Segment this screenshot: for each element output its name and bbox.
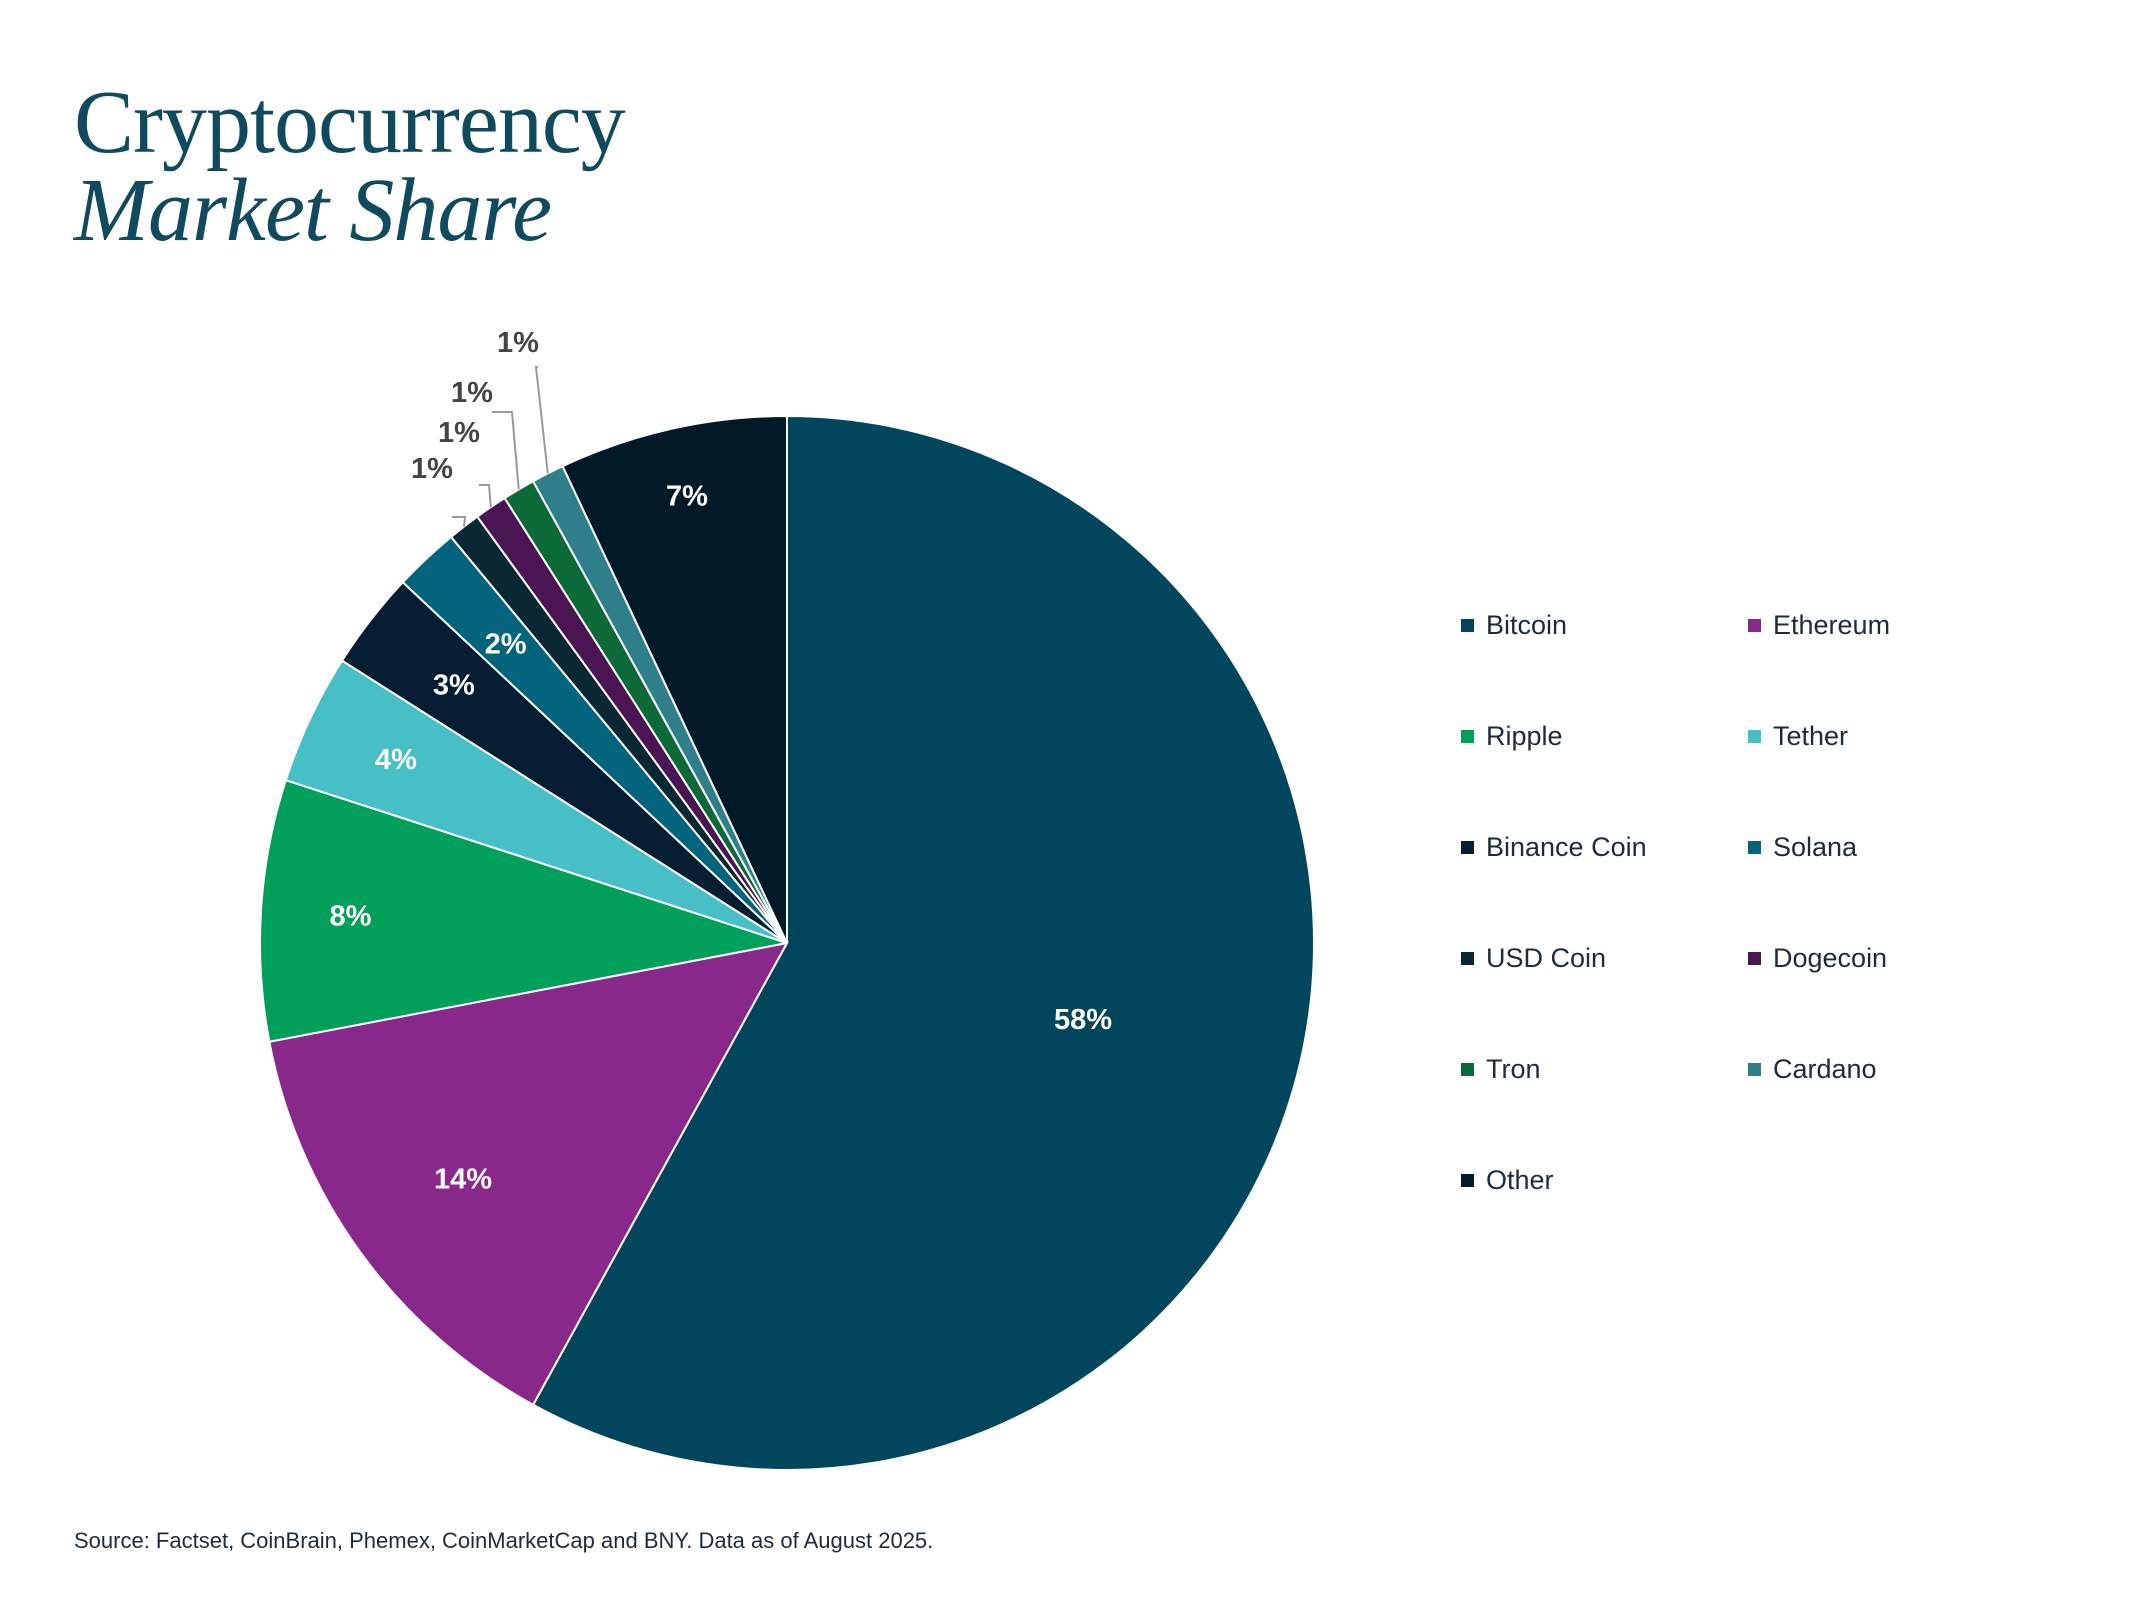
data-label: 14% bbox=[434, 1163, 492, 1195]
legend-item: USD Coin bbox=[1461, 943, 1606, 974]
chart-title: Cryptocurrency Market Share bbox=[74, 73, 626, 260]
legend-item: Solana bbox=[1748, 832, 1857, 863]
data-label: 4% bbox=[375, 744, 417, 776]
leader-line bbox=[479, 484, 492, 508]
legend-swatch bbox=[1461, 1174, 1474, 1187]
legend-label: Other bbox=[1486, 1165, 1554, 1195]
legend-swatch bbox=[1748, 952, 1761, 965]
legend-item: Cardano bbox=[1748, 1054, 1877, 1085]
legend-swatch bbox=[1461, 841, 1474, 854]
data-label: 7% bbox=[666, 481, 708, 513]
legend-label: Solana bbox=[1773, 832, 1858, 862]
legend-swatch bbox=[1748, 730, 1761, 743]
data-label: 2% bbox=[485, 628, 527, 660]
data-label: 8% bbox=[329, 901, 371, 933]
legend-item: Other bbox=[1461, 1165, 1554, 1196]
legend-item: Dogecoin bbox=[1748, 943, 1887, 974]
legend-swatch bbox=[1461, 730, 1474, 743]
legend-item: Bitcoin bbox=[1461, 610, 1567, 641]
legend-label: Dogecoin bbox=[1773, 943, 1888, 973]
pie-slice-bitcoin bbox=[531, 414, 1315, 1471]
pie-slice-ripple bbox=[259, 778, 788, 1043]
legend-label: USD Coin bbox=[1486, 943, 1607, 973]
pie-slice-other bbox=[561, 414, 788, 944]
legend-label: Ripple bbox=[1486, 721, 1563, 751]
legend-label: Ethereum bbox=[1773, 610, 1891, 640]
legend-swatch bbox=[1748, 1063, 1761, 1076]
legend-swatch bbox=[1461, 1063, 1474, 1076]
data-label: 1% bbox=[497, 327, 539, 359]
legend-item: Binance Coin bbox=[1461, 832, 1647, 863]
leader-line bbox=[492, 411, 520, 490]
legend-item: Ripple bbox=[1461, 721, 1563, 752]
legend-item: Tron bbox=[1461, 1054, 1541, 1085]
legend-label: Cardano bbox=[1773, 1054, 1877, 1084]
legend-swatch bbox=[1461, 619, 1474, 632]
legend-swatch bbox=[1461, 952, 1474, 965]
legend-item: Tether bbox=[1748, 721, 1848, 752]
legend-label: Bitcoin bbox=[1486, 610, 1568, 640]
leader-line bbox=[452, 516, 467, 527]
pie-slice-ethereum bbox=[268, 941, 789, 1407]
legend-label: Binance Coin bbox=[1486, 832, 1647, 862]
legend-item: Ethereum bbox=[1748, 610, 1890, 641]
leader-line bbox=[534, 366, 549, 474]
title-line-2: Market Share bbox=[74, 161, 552, 260]
legend-label: Tether bbox=[1773, 721, 1849, 751]
legend-swatch bbox=[1748, 619, 1761, 632]
legend-swatch bbox=[1748, 841, 1761, 854]
data-label: 58% bbox=[1054, 1004, 1112, 1036]
source-note: Source: Factset, CoinBrain, Phemex, Coin… bbox=[74, 1528, 934, 1553]
data-label: 1% bbox=[451, 377, 493, 409]
data-label: 1% bbox=[438, 417, 480, 449]
title-line-1: Cryptocurrency bbox=[74, 73, 626, 172]
data-label: 3% bbox=[433, 670, 475, 702]
data-label: 1% bbox=[411, 453, 453, 485]
legend-label: Tron bbox=[1486, 1054, 1541, 1084]
